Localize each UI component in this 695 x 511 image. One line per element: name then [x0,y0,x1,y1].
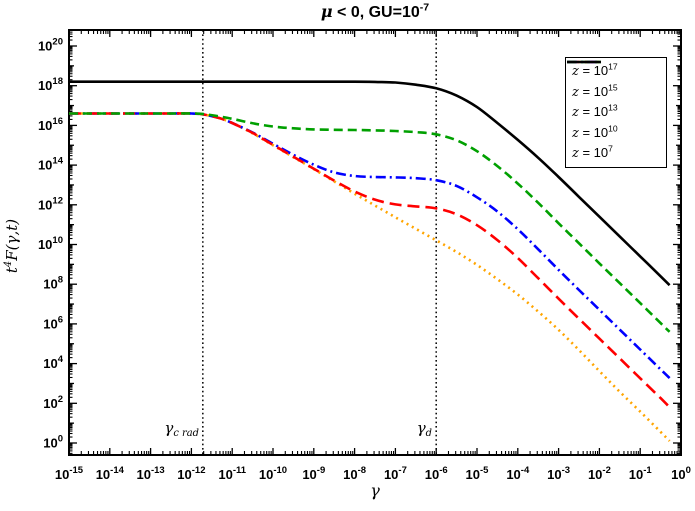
legend-label-base: = 10 [578,124,609,140]
legend-label-base: = 10 [578,63,609,79]
y-tick-label: 1016 [38,116,63,133]
x-tick-label: 10-6 [425,465,448,482]
x-tick-label: 10-9 [302,465,325,482]
y-tick-label: 1020 [38,37,63,54]
legend-box: z = 1017 z = 1015 z = 1013 z = 1010 z = 107 [565,57,667,168]
x-axis-label: γ [370,481,380,500]
legend-label: z = 1013 [572,102,618,121]
legend-label: z = 107 [572,143,613,162]
x-tick-label: 10-14 [96,465,125,482]
legend-label-base: = 10 [578,145,609,161]
legend-label-base: = 10 [578,104,609,120]
legend-label: z = 1015 [572,82,618,100]
x-tick-label: 100 [671,465,691,482]
legend-item-z1e17: z = 1017 [566,60,666,82]
curve-z1e10 [68,112,671,333]
x-tick-label: 10-3 [547,465,570,482]
y-tick-label: 106 [43,314,63,331]
legend-item-z1e15: z = 1015 [566,60,666,103]
x-tick-label: 10-12 [177,465,205,482]
legend-label: z = 1010 [572,123,618,141]
legend-item-z1e13: z = 1013 [566,60,666,123]
chart-title: μ < 0, GU=10-7 [69,2,681,22]
legend-label-var: z [572,125,579,141]
x-tick-label: 10-13 [136,465,164,482]
y-tick-label: 1018 [38,76,63,93]
legend-label-exponent: 13 [608,102,618,113]
y-tick-label: 102 [43,394,63,411]
legend-label-var: z [572,64,579,80]
x-tick-label: 10-10 [259,465,287,482]
legend-label-exponent: 17 [608,61,618,72]
y-tick-label: 104 [43,354,63,371]
curve-z1e7 [69,80,671,287]
legend-label: z = 1017 [572,61,618,80]
plot-frame [68,29,682,456]
y-axis-label: t4F(γ,t) [3,218,21,274]
title-text: < 0, GU=10 [332,4,420,21]
annotation-gamma-crad: γc rad [164,419,199,439]
y-tick-label: 1014 [38,156,64,173]
x-tick-label: 10-4 [506,465,530,482]
y-tick-label: 100 [43,434,63,451]
title-mu: μ [320,2,333,21]
legend-item-z1e7: z = 107 [566,60,666,164]
x-tick-label: 10-8 [343,465,366,482]
x-tick-label: 10-7 [384,465,407,482]
y-tick-label: 108 [43,275,63,292]
annotation-gamma-d: γd [416,419,432,439]
legend-label-var: z [572,146,579,162]
legend-label-base: = 10 [578,83,609,99]
legend-label-exponent: 7 [608,143,613,154]
y-tick-label: 1012 [38,195,63,212]
x-tick-label: 10-11 [218,465,246,482]
legend-label-var: z [572,84,579,100]
x-tick-label: 10-5 [466,465,490,482]
legend-line-sample [567,60,601,64]
x-tick-label: 10-1 [629,465,653,482]
x-tick-label: 10-2 [588,465,611,482]
legend-item-z1e10: z = 1010 [566,60,666,144]
y-tick-label: 1010 [38,235,63,252]
legend-label-exponent: 15 [608,82,618,93]
curve-z1e17 [68,112,671,442]
x-tick-label: 10-15 [55,465,84,482]
legend-label-exponent: 10 [608,123,618,134]
legend-label-var: z [572,105,579,121]
title-exponent: -7 [419,1,430,14]
